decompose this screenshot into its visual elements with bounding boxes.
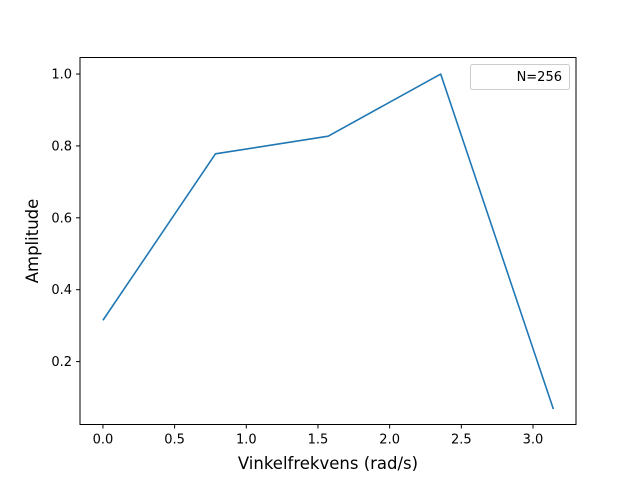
y-axis-ticks: 0.2 0.4 0.6 0.8 1.0 bbox=[51, 68, 80, 370]
x-axis-ticks: 0.0 0.5 1.0 1.5 2.0 2.5 3.0 bbox=[93, 424, 544, 448]
series-line bbox=[102, 73, 555, 410]
x-tick-label: 3.0 bbox=[523, 433, 544, 448]
legend-box bbox=[470, 64, 570, 90]
plot-content bbox=[102, 73, 555, 410]
x-tick-label: 0.0 bbox=[93, 433, 114, 448]
legend-entry-label: N=256 bbox=[517, 70, 562, 85]
x-tick-label: 1.0 bbox=[236, 433, 257, 448]
x-tick-label: 2.0 bbox=[379, 433, 400, 448]
y-tick-label: 0.4 bbox=[51, 283, 72, 298]
x-tick-label: 2.5 bbox=[451, 433, 472, 448]
plot-area-frame bbox=[79, 57, 577, 425]
x-axis-label: Vinkelfrekvens (rad/s) bbox=[238, 454, 418, 473]
y-tick-label: 0.6 bbox=[51, 211, 72, 226]
y-tick-label: 0.8 bbox=[51, 139, 72, 154]
x-tick-label: 1.5 bbox=[308, 433, 329, 448]
y-axis-label: Amplitude bbox=[23, 199, 42, 284]
legend: N=256 bbox=[470, 64, 570, 90]
y-tick-label: 0.2 bbox=[51, 355, 72, 370]
y-tick-label: 1.0 bbox=[51, 68, 72, 83]
x-tick-label: 0.5 bbox=[164, 433, 185, 448]
